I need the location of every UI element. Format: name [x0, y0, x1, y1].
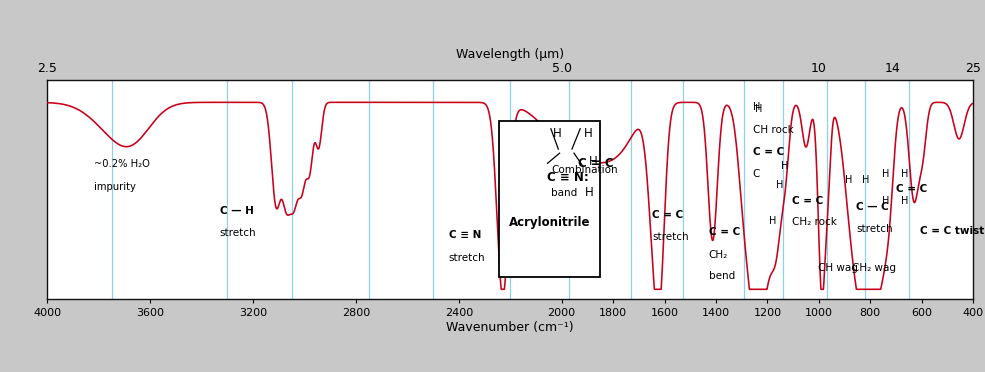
Text: H: H	[901, 196, 908, 206]
X-axis label: Wavenumber (cm⁻¹): Wavenumber (cm⁻¹)	[446, 321, 574, 334]
Text: C ≡ N: C ≡ N	[448, 230, 481, 240]
Text: CH₂: CH₂	[709, 250, 728, 260]
Text: CH wag: CH wag	[818, 263, 858, 273]
Text: stretch: stretch	[856, 224, 892, 234]
Text: H: H	[882, 169, 889, 179]
Text: Combination: Combination	[552, 165, 618, 175]
Text: C = C: C = C	[792, 196, 823, 206]
Text: H: H	[755, 105, 762, 114]
Text: C ≡ N:: C ≡ N:	[547, 171, 588, 185]
Text: band: band	[552, 188, 577, 198]
Text: H: H	[775, 180, 783, 190]
Text: C = C: C = C	[753, 147, 784, 157]
Bar	[498, 121, 600, 277]
Text: C: C	[753, 169, 759, 179]
Text: CH₂ rock: CH₂ rock	[792, 217, 836, 227]
Text: H: H	[901, 169, 908, 179]
Text: H: H	[882, 196, 889, 206]
Text: H: H	[553, 127, 561, 140]
Text: H: H	[583, 127, 592, 140]
Text: C = C twist: C = C twist	[920, 226, 985, 236]
Text: stretch: stretch	[652, 232, 689, 243]
Text: H: H	[781, 161, 788, 171]
Text: H: H	[753, 102, 759, 112]
Text: stretch: stretch	[448, 253, 486, 263]
Text: H: H	[768, 216, 776, 226]
X-axis label: Wavelength (μm): Wavelength (μm)	[456, 48, 564, 61]
Text: CH₂ wag: CH₂ wag	[852, 263, 896, 273]
Text: H: H	[589, 155, 598, 168]
Text: C — H: C — H	[220, 206, 253, 216]
Text: C = C: C = C	[652, 210, 684, 220]
Text: bend: bend	[709, 272, 735, 281]
Text: C = C: C = C	[896, 184, 927, 193]
Text: Acrylonitrile: Acrylonitrile	[508, 216, 590, 229]
Text: C — C: C — C	[856, 202, 888, 212]
Text: H: H	[585, 186, 594, 199]
Text: stretch: stretch	[220, 228, 256, 238]
Text: C = C: C = C	[709, 227, 740, 237]
Text: ~0.2% H₂O: ~0.2% H₂O	[94, 159, 150, 169]
Text: impurity: impurity	[94, 182, 136, 192]
Text: H: H	[862, 176, 869, 186]
Text: H: H	[844, 176, 852, 186]
Text: C = C: C = C	[577, 157, 614, 170]
Text: CH rock: CH rock	[753, 125, 793, 135]
